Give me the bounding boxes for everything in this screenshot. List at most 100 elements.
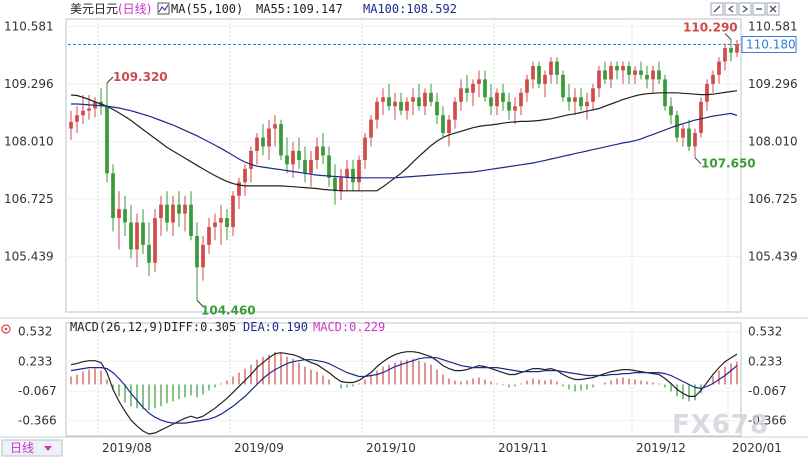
- candle-body: [285, 155, 289, 165]
- macd-hist-value: MACD:0.229: [313, 320, 385, 334]
- candle-body: [579, 97, 583, 107]
- indicator-settings-icon[interactable]: [1, 324, 11, 334]
- candle-body: [291, 150, 295, 165]
- candle-body: [477, 79, 481, 84]
- annotation-label: 110.290: [683, 21, 738, 35]
- candle-body: [555, 61, 559, 75]
- candle-body: [543, 74, 547, 84]
- x-tick-label: 2019/09: [234, 441, 284, 455]
- minus-icon[interactable]: [752, 2, 766, 16]
- candle-body: [87, 108, 91, 111]
- candle-body: [393, 101, 397, 107]
- macd-indicator-label: MACD(26,12,9): [70, 320, 164, 334]
- candle-body: [129, 222, 133, 250]
- candle-body: [171, 204, 175, 223]
- macd-tick-label-left: 0.532: [18, 325, 52, 339]
- candle-body: [693, 133, 697, 147]
- candle-body: [81, 110, 85, 116]
- timeframe-tab-label: 日线: [10, 441, 34, 455]
- candle-body: [69, 121, 73, 129]
- ma55-line: [70, 90, 738, 192]
- candle-body: [429, 92, 433, 102]
- candle-body: [111, 173, 115, 219]
- candle-body: [105, 106, 109, 174]
- candle-body: [459, 88, 463, 102]
- candle-body: [357, 159, 361, 183]
- chevron-left-icon[interactable]: [724, 2, 738, 16]
- x-tick-label: 2019/11: [498, 441, 548, 455]
- annotation-label: 109.320: [113, 70, 168, 84]
- candle-body: [573, 97, 577, 102]
- candle-body: [345, 168, 349, 178]
- candle-body: [219, 218, 223, 223]
- y-tick-label-right: 109.296: [748, 77, 798, 91]
- candle-body: [633, 70, 637, 75]
- candle-body: [183, 204, 187, 214]
- candle-body: [249, 150, 253, 169]
- candle-body: [153, 218, 157, 263]
- candle-body: [297, 150, 301, 160]
- timeframe-label[interactable]: (日线): [118, 2, 151, 16]
- timeframe-tab[interactable]: 日线: [1, 439, 63, 457]
- candle-body: [729, 48, 733, 53]
- candle-body: [567, 97, 571, 102]
- candle-body: [327, 155, 331, 178]
- candle-body: [627, 65, 631, 75]
- macd-tick-label-right: -0.366: [748, 414, 787, 428]
- macd-tick-label-left: 0.233: [18, 354, 52, 368]
- price-series: 109.320 104.460 107.650 110.290: [69, 21, 756, 317]
- candle-body: [231, 195, 235, 228]
- candle-body: [333, 177, 337, 192]
- candle-body: [585, 101, 589, 107]
- x-tick-label: 2019/12: [636, 441, 686, 455]
- y-tick-label-right: 108.010: [748, 135, 798, 149]
- candle-body: [375, 101, 379, 120]
- candle-body: [435, 101, 439, 116]
- macd-tick-label-left: -0.366: [18, 414, 57, 428]
- y-tick-label-right: 106.725: [748, 192, 798, 206]
- candle-body: [615, 65, 619, 71]
- candle-body: [279, 124, 283, 156]
- annotation-label: 104.460: [201, 303, 256, 317]
- chevron-down-icon: [44, 446, 52, 451]
- candle-body: [387, 97, 391, 107]
- y-tick-label-right: 110.581: [748, 20, 798, 34]
- candle-body: [441, 115, 445, 134]
- candle-body: [447, 119, 451, 134]
- candle-body: [399, 101, 403, 111]
- candle-body: [363, 137, 367, 160]
- y-tick-label-right: 105.439: [748, 250, 798, 264]
- annotation-leader: [196, 300, 204, 307]
- candle-body: [681, 128, 685, 138]
- candle-body: [339, 177, 343, 192]
- candle-body: [705, 83, 709, 102]
- candle-body: [453, 101, 457, 120]
- candle-body: [273, 124, 277, 129]
- macd-panel-frame: [65, 322, 742, 437]
- current-price-label: 110.180: [746, 37, 796, 51]
- candle-body: [711, 74, 715, 84]
- price-panel-frame: [65, 18, 742, 313]
- candle-body: [303, 159, 307, 174]
- chevron-right-icon[interactable]: [738, 2, 752, 16]
- candle-body: [645, 74, 649, 80]
- macd-diff-value: DIFF:0.305: [164, 320, 236, 334]
- candle-body: [471, 83, 475, 93]
- axes: 110.581 110.581 109.296 109.296 108.010 108.0…: [4, 20, 798, 455]
- candle-body: [519, 92, 523, 107]
- candle-body: [723, 48, 727, 62]
- symbol-label: 美元日元: [70, 2, 118, 16]
- candle-body: [483, 79, 487, 98]
- grid: [66, 19, 740, 436]
- candle-body: [117, 209, 121, 219]
- pencil-icon[interactable]: [710, 2, 724, 16]
- current-price-box: [741, 35, 797, 53]
- close-icon[interactable]: [766, 2, 780, 16]
- ma-toggle-icon[interactable]: [157, 2, 170, 15]
- candle-body: [525, 79, 529, 93]
- candle-body: [147, 244, 151, 263]
- y-tick-label-left: 106.725: [4, 192, 54, 206]
- annotation-leader: [106, 76, 114, 84]
- y-tick-label-left: 110.581: [4, 20, 54, 34]
- macd-tick-label-right: -0.067: [748, 384, 787, 398]
